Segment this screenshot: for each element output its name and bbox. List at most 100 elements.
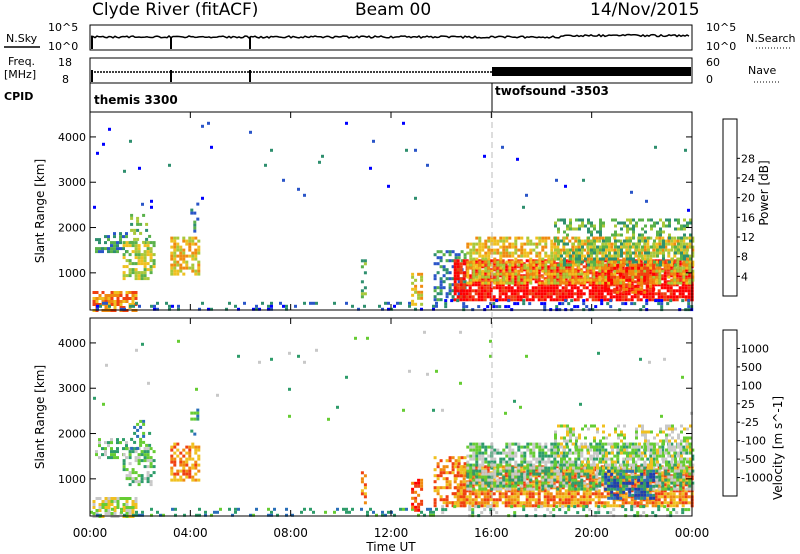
power-cell <box>188 239 192 243</box>
power-cell <box>526 242 530 246</box>
velocity-cell <box>478 445 482 449</box>
power-cell <box>660 295 664 299</box>
velocity-cell <box>510 492 514 496</box>
velocity-cell <box>433 468 437 472</box>
power-cell <box>549 268 553 272</box>
velocity-cell <box>687 495 691 499</box>
power-cell <box>496 281 500 285</box>
power-cell <box>436 298 440 302</box>
velocity-cell <box>110 512 114 515</box>
power-cell <box>588 295 592 299</box>
power-cell <box>540 283 544 287</box>
power-cell <box>513 289 517 293</box>
power-cell <box>547 275 551 279</box>
power-cell <box>562 245 566 249</box>
power-cell <box>622 284 626 288</box>
velocity-cell <box>543 486 547 490</box>
power-cell <box>588 292 592 296</box>
power-cell <box>468 283 472 287</box>
power-cell <box>140 277 144 281</box>
power-cell <box>648 292 652 296</box>
velocity-cell <box>549 504 553 508</box>
power-cell <box>185 260 189 264</box>
power-cell <box>448 289 452 293</box>
power-cell <box>143 256 147 260</box>
power-cell <box>622 290 626 294</box>
velocity-cell <box>140 459 144 463</box>
power-cell <box>502 275 506 279</box>
velocity-cell <box>300 510 303 514</box>
power-cell <box>517 272 521 276</box>
velocity-cell <box>577 451 581 455</box>
velocity-cell <box>610 466 614 470</box>
power-cell <box>149 271 153 275</box>
velocity-cell <box>531 480 535 484</box>
power-cell <box>575 248 578 252</box>
power-cell <box>107 300 111 303</box>
power-cell <box>555 295 559 299</box>
velocity-cell <box>684 471 688 475</box>
velocity-cell <box>456 504 460 508</box>
power-cell <box>587 263 590 267</box>
power-cell <box>544 266 548 270</box>
power-cell <box>173 272 177 276</box>
velocity-cell <box>498 489 502 493</box>
velocity-cell <box>573 498 577 502</box>
velocity-cell <box>345 507 348 511</box>
power-cell <box>662 254 665 258</box>
velocity-cell <box>525 477 529 481</box>
velocity-cell <box>580 481 584 485</box>
power-cell <box>170 245 174 249</box>
velocity-cell <box>104 503 108 506</box>
velocity-cell <box>523 445 527 449</box>
velocity-cell <box>618 504 622 508</box>
velocity-cell <box>516 495 520 499</box>
velocity-cell <box>448 471 452 475</box>
power-cell <box>456 295 460 299</box>
power-cell <box>552 286 556 290</box>
power-cell <box>543 289 547 293</box>
velocity-cell <box>453 486 457 490</box>
power-cell <box>511 272 515 276</box>
power-cell <box>583 272 587 276</box>
power-cell <box>463 280 467 284</box>
velocity-cell <box>131 471 135 475</box>
power-cell <box>550 281 554 285</box>
power-cell <box>487 260 491 264</box>
power-cell <box>363 271 367 275</box>
power-cell <box>499 236 503 240</box>
velocity-cell <box>678 498 682 502</box>
power-cell <box>465 298 469 302</box>
power-cell <box>543 286 547 290</box>
power-cell <box>683 227 686 231</box>
power-cell <box>550 272 554 276</box>
velocity-cell <box>90 510 93 514</box>
velocity-cell <box>122 468 126 472</box>
power-cell <box>110 247 113 251</box>
velocity-cell <box>143 465 147 469</box>
power-cell <box>511 251 515 255</box>
velocity-cell <box>684 474 688 478</box>
power-cell <box>567 259 571 263</box>
power-cell <box>563 218 566 222</box>
velocity-cell <box>445 501 449 505</box>
power-cell <box>469 266 473 270</box>
velocity-cell <box>577 466 581 470</box>
power-cell <box>606 262 610 266</box>
power-cell <box>660 277 664 281</box>
velocity-cell <box>594 492 598 496</box>
power-cell <box>652 278 656 282</box>
power-cell <box>173 266 177 270</box>
velocity-cell <box>529 466 533 470</box>
power-cell <box>396 301 399 305</box>
power-cell <box>487 251 491 255</box>
power-cell <box>498 298 502 302</box>
velocity-cell <box>472 448 476 452</box>
power-cell <box>557 248 560 252</box>
power-cell <box>571 245 575 249</box>
power-cell <box>101 297 105 300</box>
power-cell <box>600 289 604 293</box>
power-cell <box>134 294 138 297</box>
power-cell <box>511 275 515 279</box>
velocity-cell <box>196 417 200 421</box>
